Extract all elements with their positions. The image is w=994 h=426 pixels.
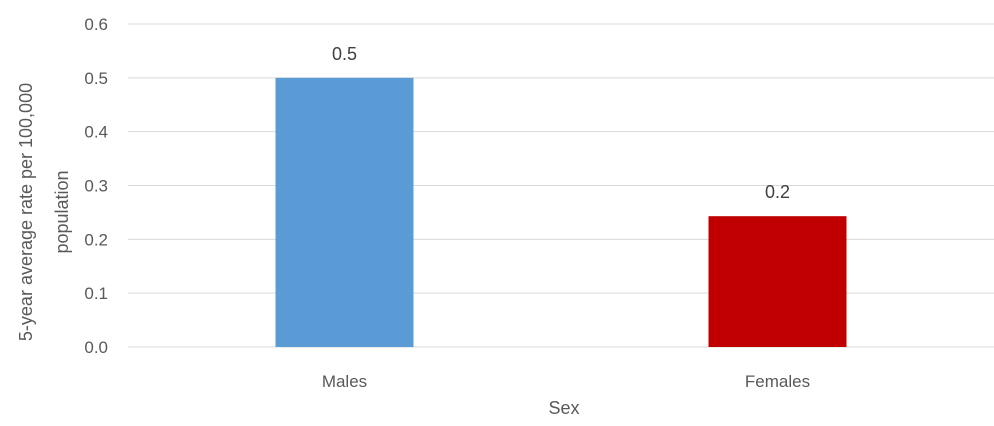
data-labels: 0.5 0.2 (332, 44, 790, 202)
y-tick-label: 0.1 (84, 284, 108, 303)
y-tick-label: 0.4 (84, 123, 108, 142)
bar-females (708, 216, 847, 347)
data-label-females: 0.2 (765, 182, 790, 202)
category-label-males: Males (322, 372, 367, 391)
y-axis-tick-labels: 0.0 0.1 0.2 0.3 0.4 0.5 0.6 (84, 15, 108, 357)
y-tick-label: 0.3 (84, 177, 108, 196)
gridlines (128, 23, 994, 348)
category-label-females: Females (745, 372, 810, 391)
x-axis-title: Sex (548, 398, 579, 418)
y-axis-title-line-1: 5-year average rate per 100,000 (16, 83, 36, 341)
bar-males (275, 77, 414, 347)
y-tick-label: 0.2 (84, 230, 108, 249)
y-axis-title-line-2: population (52, 170, 72, 253)
y-tick-label: 0.5 (84, 69, 108, 88)
data-label-males: 0.5 (332, 44, 357, 64)
bars (275, 77, 847, 347)
y-tick-label: 0.6 (84, 15, 108, 34)
x-axis-category-labels: Males Females (322, 372, 810, 391)
y-tick-label: 0.0 (84, 338, 108, 357)
y-axis-title: 5-year average rate per 100,000 populati… (16, 83, 72, 341)
